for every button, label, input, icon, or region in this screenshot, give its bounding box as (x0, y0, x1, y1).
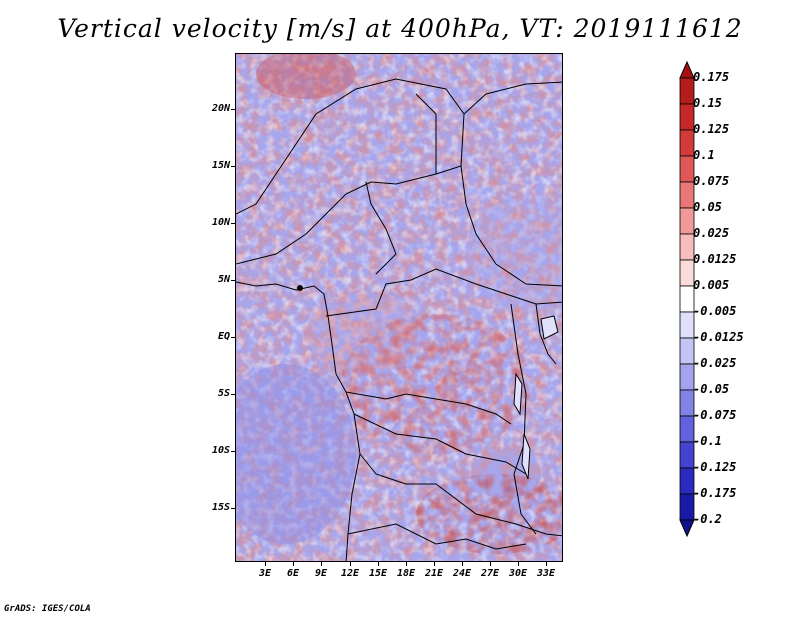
lon-tick (462, 562, 463, 566)
colorbar-bin (679, 285, 695, 313)
coastlines-and-borders (236, 78, 562, 561)
colorbar-level-label: 0.005 (693, 278, 730, 292)
lon-tick (265, 562, 266, 566)
colorbar-level-label: -0.1 (693, 434, 722, 448)
colorbar-bin (679, 233, 695, 261)
lat-label-20n: 20N (211, 103, 230, 114)
lat-label-eq: EQ (217, 331, 230, 342)
colorbar-level-label: 0.05 (693, 200, 722, 214)
colorbar-bin (679, 311, 695, 339)
colorbar-level-label: 0.15 (693, 96, 722, 110)
colorbar-level-label: 0.1 (693, 148, 715, 162)
lon-label-24e: 24E (452, 568, 472, 579)
lat-label-15s: 15S (211, 502, 230, 513)
colorbar-level-label: -0.025 (693, 356, 737, 370)
velocity-field-map (236, 54, 562, 561)
lon-label-33e: 33E (536, 568, 556, 579)
colorbar-bin (679, 467, 695, 495)
colorbar-level-label: -0.175 (693, 486, 737, 500)
lon-label-27e: 27E (480, 568, 500, 579)
lat-tick (231, 166, 235, 167)
colorbar-bottom-arrow (679, 519, 695, 538)
lon-label-12e: 12E (340, 568, 360, 579)
colorbar-bin (679, 77, 695, 105)
colorbar-level-label: -0.005 (693, 304, 737, 318)
colorbar-bin (679, 337, 695, 365)
lon-label-6e: 6E (286, 568, 300, 579)
lon-tick (546, 562, 547, 566)
lon-label-15e: 15E (368, 568, 388, 579)
colorbar-level-label: -0.2 (693, 512, 722, 526)
footer-credit: GrADS: IGES/COLA (4, 604, 91, 614)
lon-tick (406, 562, 407, 566)
lon-tick (350, 562, 351, 566)
lon-tick (321, 562, 322, 566)
lon-label-3e: 3E (258, 568, 272, 579)
colorbar-bin (679, 103, 695, 131)
colorbar-bin (679, 207, 695, 235)
bioko-island (297, 285, 303, 291)
colorbar-top-arrow (679, 60, 695, 79)
lat-tick (231, 508, 235, 509)
colorbar-level-label: 0.025 (693, 226, 730, 240)
positive-regions (256, 54, 562, 554)
lat-tick (231, 223, 235, 224)
colorbar-level-label: -0.075 (693, 408, 737, 422)
lat-tick (231, 109, 235, 110)
lat-label-10s: 10S (211, 445, 230, 456)
colorbar-bin (679, 363, 695, 391)
lat-tick (231, 394, 235, 395)
lon-tick (434, 562, 435, 566)
lat-label-15n: 15N (211, 160, 230, 171)
colorbar-bin (679, 259, 695, 287)
lat-label-5s: 5S (217, 388, 230, 399)
colorbar-level-label: -0.0125 (693, 330, 744, 344)
chart-title: Vertical velocity [m/s] at 400hPa, VT: 2… (57, 14, 743, 43)
colorbar-level-label: 0.0125 (693, 252, 737, 266)
colorbar-level-label: 0.125 (693, 122, 730, 136)
lon-label-18e: 18E (396, 568, 416, 579)
lon-tick (490, 562, 491, 566)
colorbar-bin (679, 181, 695, 209)
colorbar-bin (679, 155, 695, 183)
lon-label-30e: 30E (508, 568, 528, 579)
lat-label-5n: 5N (217, 274, 230, 285)
colorbar-bin (679, 129, 695, 157)
lon-label-9e: 9E (314, 568, 328, 579)
colorbar-level-label: 0.075 (693, 174, 730, 188)
lat-tick (231, 337, 235, 338)
colorbar-level-label: -0.125 (693, 460, 737, 474)
map-panel (235, 53, 563, 562)
lon-tick (518, 562, 519, 566)
colorbar-bin (679, 441, 695, 469)
colorbar-bin (679, 389, 695, 417)
lakes (513, 315, 559, 480)
lon-tick (378, 562, 379, 566)
lat-label-10n: 10N (211, 217, 230, 228)
lon-tick (293, 562, 294, 566)
colorbar-level-label: -0.05 (693, 382, 730, 396)
colorbar-level-label: 0.175 (693, 70, 730, 84)
lon-label-21e: 21E (424, 568, 444, 579)
lat-tick (231, 451, 235, 452)
colorbar-bin (679, 415, 695, 443)
lat-tick (231, 280, 235, 281)
colorbar (679, 60, 695, 538)
negative-regions (236, 194, 562, 544)
colorbar-bin (679, 493, 695, 521)
